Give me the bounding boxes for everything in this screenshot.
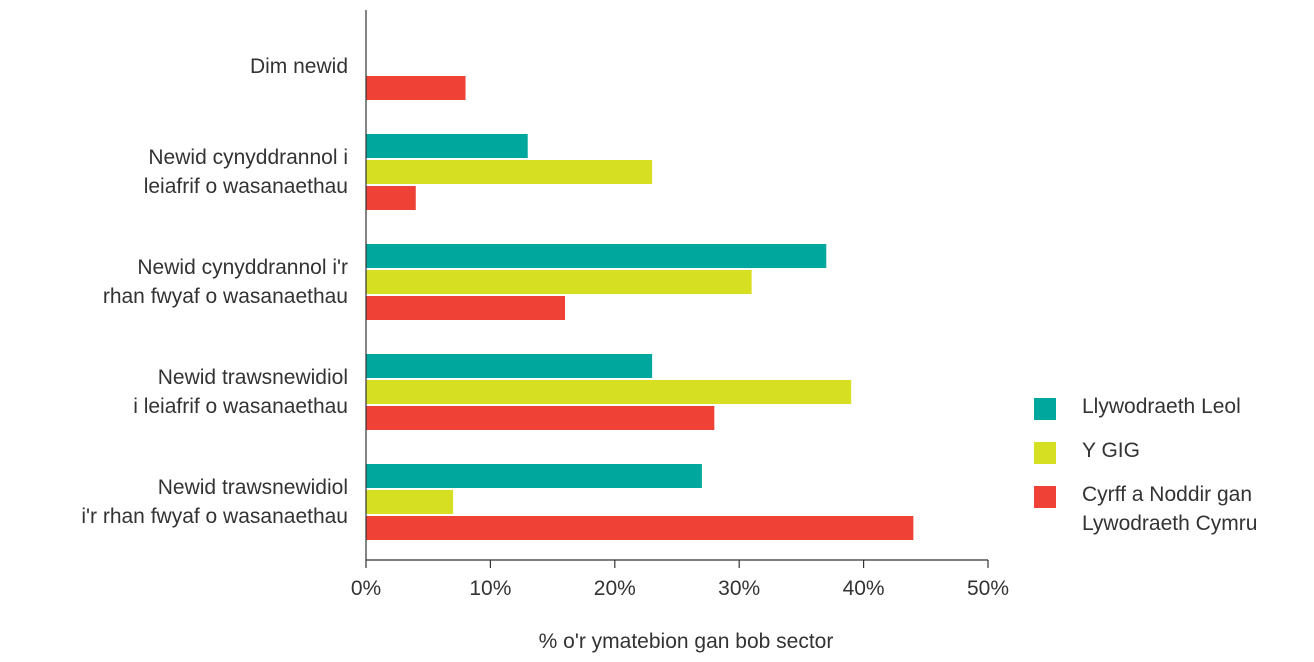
x-tick-label: 50% bbox=[966, 577, 1010, 600]
legend-label-line: Lywodraeth Cymru bbox=[1082, 512, 1258, 535]
legend-swatch bbox=[1034, 398, 1056, 420]
x-tick-label: 40% bbox=[842, 577, 885, 600]
category-label-line: leiafrif o wasanaethau bbox=[143, 175, 348, 198]
legend-label: Cyrff a Noddir gan Lywodraeth Cymru bbox=[1082, 480, 1314, 538]
bar-5-series-2 bbox=[366, 490, 454, 514]
category-label-line: Newid trawsnewidiol bbox=[157, 366, 348, 389]
bar-3-series-2 bbox=[366, 270, 752, 294]
bar-4-series-3 bbox=[366, 406, 715, 430]
x-tick-label: 10% bbox=[469, 577, 512, 600]
bar-5-series-1 bbox=[366, 464, 702, 488]
category-label-line: rhan fwyaf o wasanaethau bbox=[102, 285, 348, 308]
bar-4-series-1 bbox=[366, 354, 653, 378]
bar-4-series-2 bbox=[366, 380, 852, 404]
legend-label-line: Y GIG bbox=[1082, 439, 1140, 462]
bar-1-series-3 bbox=[366, 76, 466, 100]
bar-2-series-1 bbox=[366, 134, 528, 158]
category-label: Newid trawsnewidiol i leiafrif o wasanaet… bbox=[8, 363, 348, 421]
category-label: Newid trawsnewidiol i'r rhan fwyaf o wasa… bbox=[8, 473, 348, 531]
category-label-line: i leiafrif o wasanaethau bbox=[133, 395, 348, 418]
bar-3-series-1 bbox=[366, 244, 827, 268]
legend-label: Llywodraeth Leol bbox=[1082, 392, 1314, 421]
legend-label-line: Cyrff a Noddir gan bbox=[1082, 483, 1253, 506]
category-label: Newid cynyddrannol i'r rhan fwyaf o wasan… bbox=[8, 253, 348, 311]
category-label-line: Dim newid bbox=[249, 55, 348, 78]
category-label: Newid cynyddrannol i leiafrif o wasanaeth… bbox=[8, 143, 348, 201]
category-label-line: i'r rhan fwyaf o wasanaethau bbox=[81, 505, 348, 528]
bar-2-series-2 bbox=[366, 160, 653, 184]
x-tick-label: 30% bbox=[718, 577, 761, 600]
bar-2-series-3 bbox=[366, 186, 416, 210]
category-label-line: Newid trawsnewidiol bbox=[157, 476, 348, 499]
legend-label: Y GIG bbox=[1082, 436, 1314, 465]
bar-3-series-3 bbox=[366, 296, 566, 320]
legend-swatch bbox=[1034, 486, 1056, 508]
legend-label-line: Llywodraeth Leol bbox=[1082, 395, 1241, 418]
x-tick-label: 20% bbox=[593, 577, 636, 600]
category-label-line: Newid cynyddrannol i bbox=[148, 146, 348, 169]
category-label-line: Newid cynyddrannol i'r bbox=[137, 256, 348, 279]
x-tick-label: 0% bbox=[350, 577, 382, 600]
bar-5-series-3 bbox=[366, 516, 914, 540]
legend-swatch bbox=[1034, 442, 1056, 464]
x-axis-title: % o'r ymatebion gan bob sector bbox=[538, 630, 834, 653]
category-label: Dim newid bbox=[8, 52, 348, 81]
